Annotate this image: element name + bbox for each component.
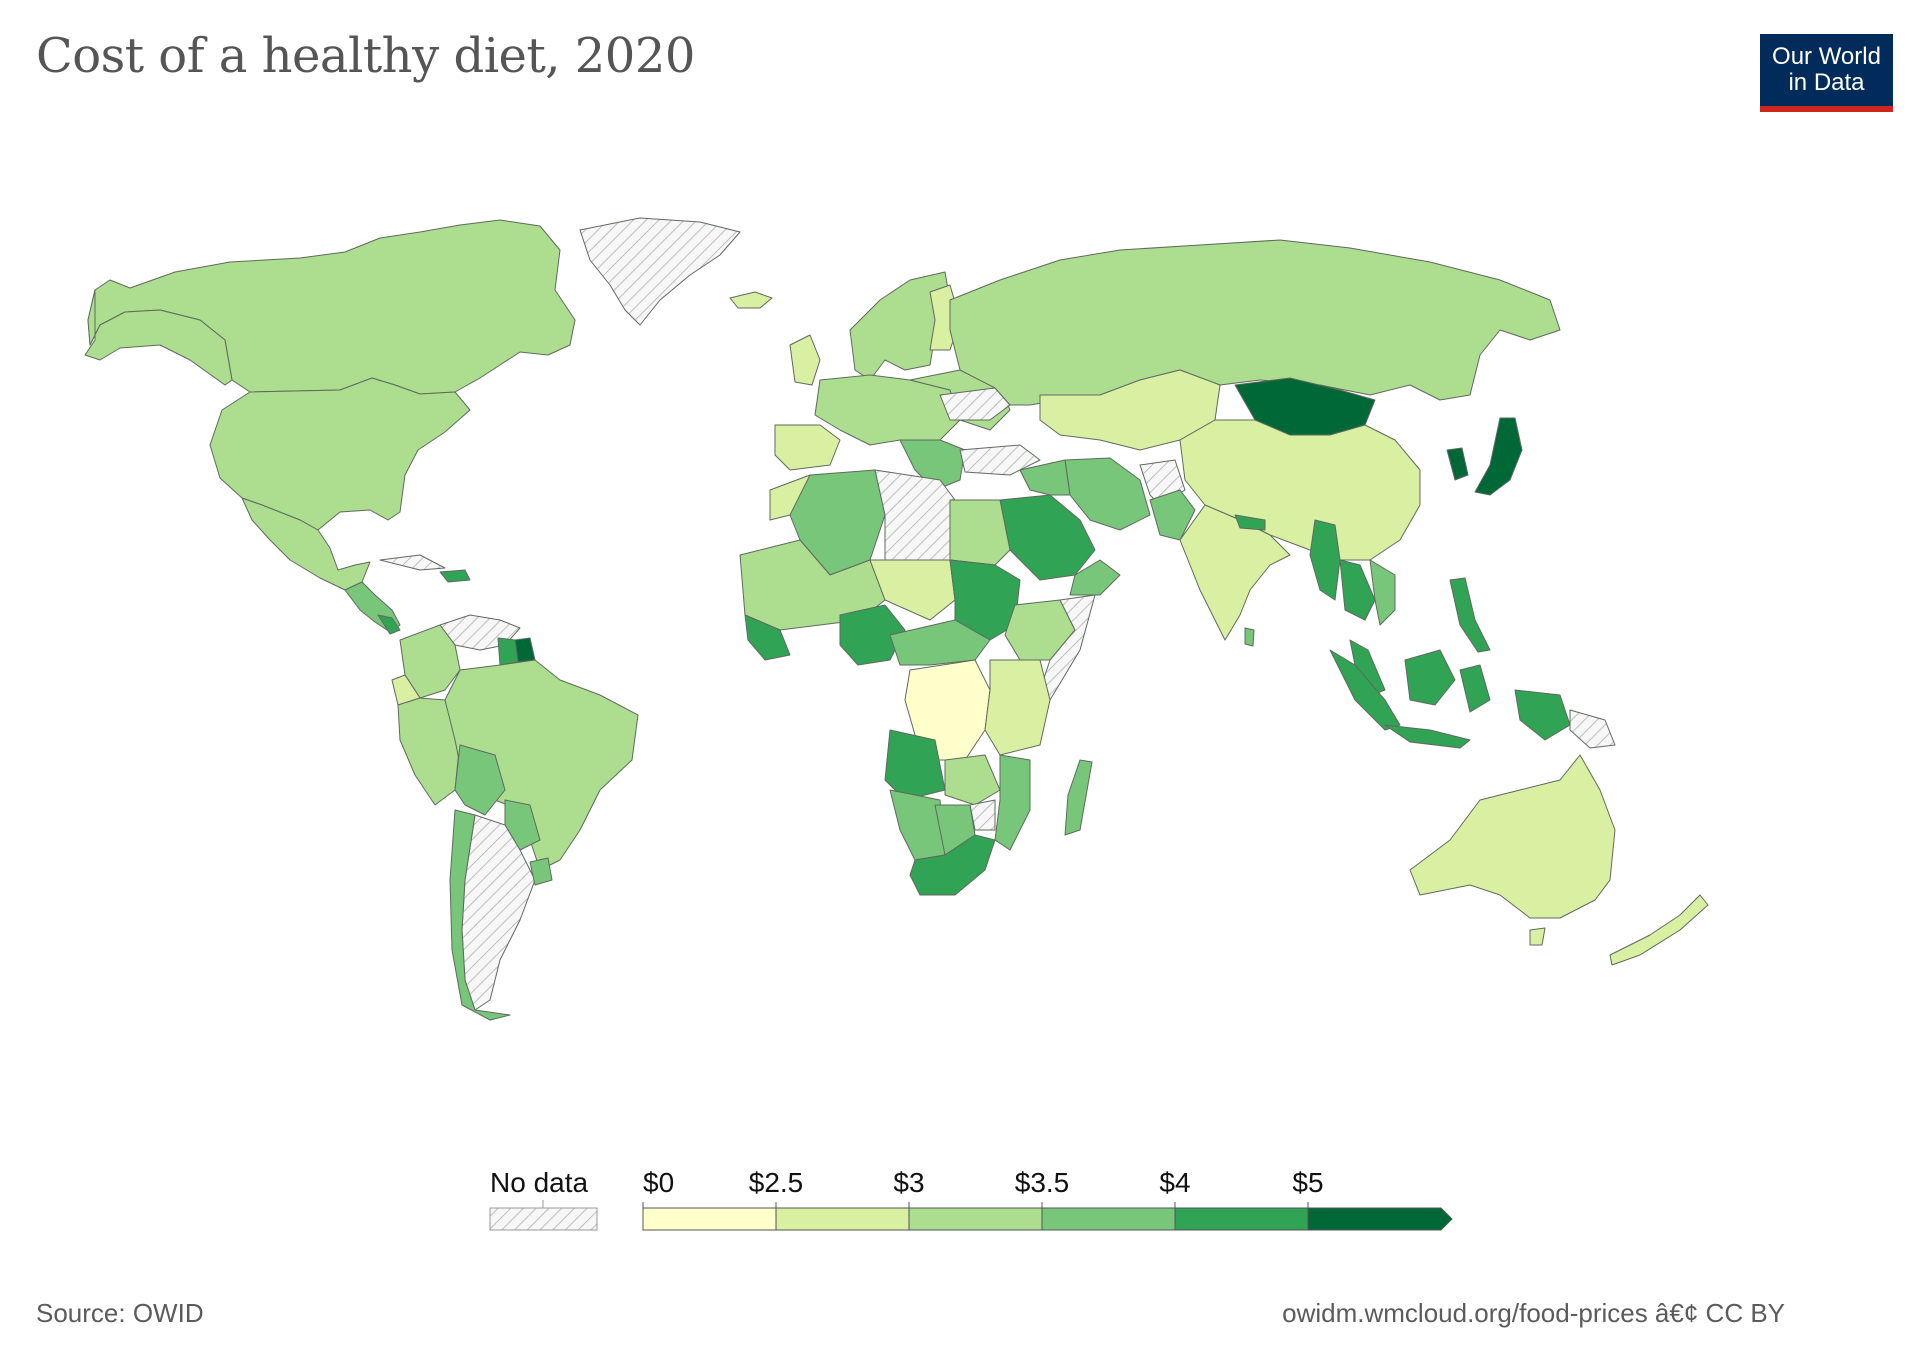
legend-bin-label: $0: [643, 1167, 674, 1198]
legend-bin-swatch: [1041, 1207, 1176, 1231]
license-link[interactable]: owidm.wmcloud.org/food-prices â€¢ CC BY: [1282, 1298, 1785, 1328]
country-indonesia-east[interactable]: [1459, 664, 1491, 713]
country-greenland: [579, 217, 741, 326]
legend-bin-label: $3.5: [1015, 1167, 1070, 1198]
legend-no-data-swatch: [489, 1207, 598, 1231]
country-oman-yemen[interactable]: [1069, 559, 1121, 596]
country-mexico[interactable]: [241, 497, 371, 591]
country-bolivia[interactable]: [454, 744, 506, 816]
country-china[interactable]: [1179, 419, 1421, 561]
country-alaska[interactable]: [84, 289, 233, 386]
source-note: Source: OWID: [36, 1298, 204, 1328]
legend-bin-swatch: [1307, 1207, 1453, 1231]
country-philippines[interactable]: [1449, 577, 1491, 653]
country-nepal[interactable]: [1234, 514, 1266, 531]
country-iberia[interactable]: [774, 424, 841, 471]
legend-bin-swatch: [908, 1207, 1043, 1231]
legend-bin-swatch: [1174, 1207, 1309, 1231]
country-indonesia-java[interactable]: [1384, 724, 1471, 749]
country-guinea-coast[interactable]: [744, 614, 791, 661]
owid-logo[interactable]: Our World in Data: [1760, 34, 1893, 112]
country-zimbabwe: [969, 799, 996, 831]
logo-line-1: Our World: [1772, 43, 1881, 70]
country-middle-east[interactable]: [1019, 459, 1071, 496]
country-tasmania[interactable]: [1529, 927, 1546, 946]
country-east-timor-papua: [1569, 709, 1616, 749]
country-zambia[interactable]: [944, 754, 1001, 806]
legend-bin-label: $5: [1292, 1167, 1323, 1198]
legend-bins: $0 $2.5 $3 $3.5 $4 $5: [642, 1167, 1453, 1231]
legend-bin-label: $3: [893, 1167, 924, 1198]
country-angola[interactable]: [884, 729, 946, 801]
legend-bin-swatch: [775, 1207, 910, 1231]
country-egypt[interactable]: [949, 499, 1011, 566]
country-thailand[interactable]: [1339, 559, 1376, 621]
country-south-africa[interactable]: [909, 834, 996, 896]
country-chile[interactable]: [449, 809, 511, 1021]
chart-title: Cost of a healthy diet, 2020: [36, 28, 695, 84]
country-madagascar[interactable]: [1064, 759, 1093, 836]
country-uruguay[interactable]: [529, 857, 553, 886]
country-balkans[interactable]: [899, 439, 966, 491]
country-sudan[interactable]: [949, 559, 1021, 641]
country-pakistan[interactable]: [1149, 489, 1196, 541]
legend-bin-swatch: [642, 1207, 777, 1231]
country-saudi-arabia[interactable]: [999, 494, 1096, 581]
legend-bin-label: $2.5: [749, 1167, 804, 1198]
country-indonesia-borneo[interactable]: [1404, 649, 1456, 706]
country-uk[interactable]: [789, 334, 821, 386]
country-japan[interactable]: [1474, 417, 1523, 496]
country-sri-lanka[interactable]: [1244, 627, 1255, 647]
country-korea[interactable]: [1446, 447, 1469, 481]
country-east-africa[interactable]: [984, 659, 1051, 756]
country-russia[interactable]: [949, 239, 1561, 406]
country-myanmar[interactable]: [1309, 519, 1341, 601]
country-costa-rica[interactable]: [377, 614, 401, 635]
country-ukraine: [939, 387, 1011, 421]
country-usa[interactable]: [209, 377, 471, 531]
legend-bin-label: $4: [1159, 1167, 1190, 1198]
country-haiti-dr[interactable]: [439, 569, 471, 583]
country-new-zealand[interactable]: [1609, 894, 1709, 966]
country-iran[interactable]: [1064, 457, 1151, 531]
country-paraguay[interactable]: [504, 799, 541, 851]
country-nigeria[interactable]: [839, 604, 906, 666]
country-vietnam[interactable]: [1369, 559, 1396, 626]
country-australia[interactable]: [1409, 754, 1616, 919]
country-mali-niger[interactable]: [869, 559, 956, 621]
logo-line-2: in Data: [1788, 69, 1865, 96]
country-indonesia-sumatra[interactable]: [1329, 649, 1401, 731]
country-iceland[interactable]: [729, 291, 773, 309]
legend-no-data-label: No data: [490, 1167, 588, 1198]
country-png[interactable]: [1514, 689, 1571, 741]
country-turkey: [959, 444, 1041, 476]
country-mozambique[interactable]: [994, 754, 1031, 851]
country-cuba: [379, 554, 446, 571]
